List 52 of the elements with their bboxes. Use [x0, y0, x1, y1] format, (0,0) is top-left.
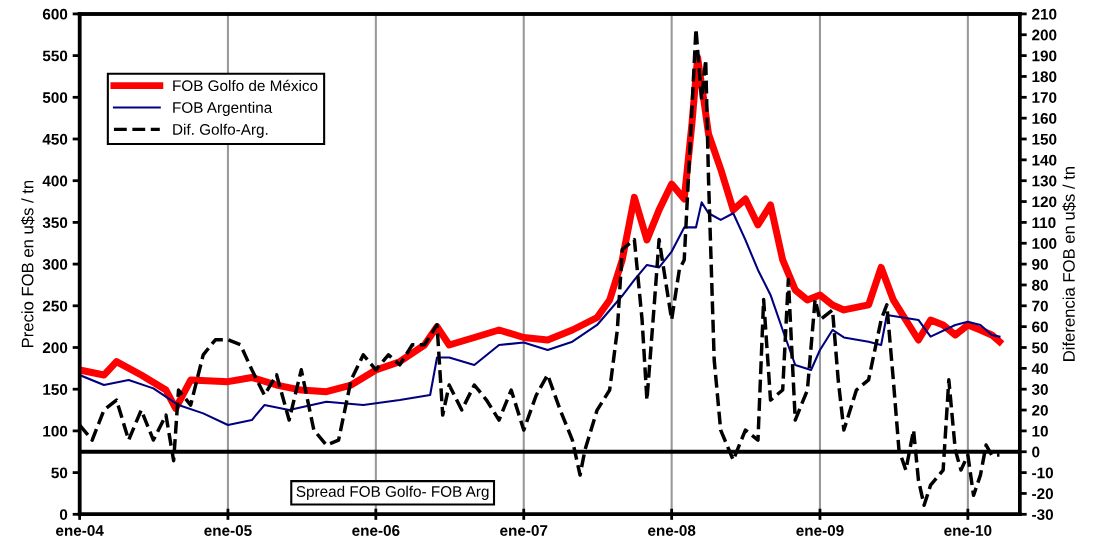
y2-tick-label: 20 — [1032, 404, 1048, 416]
x-tick-label: ene-06 — [352, 525, 400, 536]
y-tick-label: 250 — [42, 300, 68, 312]
y2-tick-label: -10 — [1032, 467, 1053, 479]
y2-tick-label: 90 — [1032, 258, 1048, 270]
y2-tick-label: 50 — [1032, 342, 1048, 354]
x-tick-label: ene-04 — [56, 525, 104, 536]
y2-tick-label: 10 — [1032, 425, 1048, 437]
x-tick-label: ene-08 — [648, 525, 696, 536]
y-tick-label: 300 — [42, 258, 68, 270]
y-tick-label: 100 — [43, 425, 68, 437]
y2-tick-label: 100 — [1032, 238, 1057, 249]
y-tick-label: 150 — [43, 384, 68, 395]
y2-tick-label: 120 — [1032, 196, 1057, 208]
y-tick-label: 200 — [42, 342, 68, 354]
annotation: Spread FOB Golfo- FOB Arg — [296, 485, 489, 500]
y2-tick-label: 40 — [1031, 363, 1048, 375]
y2-tick-label: 80 — [1032, 279, 1048, 291]
y2-tick-label: 190 — [1032, 50, 1057, 62]
legend-label: FOB Golfo de México — [173, 79, 318, 92]
x-tick-label: ene-10 — [944, 525, 992, 536]
y-tick-label: 50 — [51, 467, 68, 479]
y2-tick-label: -20 — [1032, 488, 1053, 500]
y2-tick-label: 0 — [1032, 446, 1040, 458]
y-tick-label: 450 — [42, 133, 68, 145]
y2-tick-label: 210 — [1032, 8, 1057, 20]
y-tick-label: 500 — [42, 92, 68, 103]
y2-tick-label: 180 — [1032, 71, 1057, 83]
y2-axis-title: Diferencia FOB en u$s / tn — [1062, 166, 1076, 361]
y2-tick-label: 160 — [1032, 113, 1057, 124]
x-tick-label: ene-05 — [204, 525, 252, 536]
y-axis-title: Precio FOB en u$s / tn — [20, 180, 35, 348]
y-tick-label: 350 — [42, 217, 68, 229]
y2-tick-label: 70 — [1032, 300, 1048, 312]
x-tick-label: ene-07 — [500, 525, 548, 536]
y-tick-label: 550 — [42, 50, 68, 62]
y2-tick-label: 30 — [1031, 384, 1048, 395]
y2-tick-label: 170 — [1032, 92, 1057, 103]
legend-label: FOB Argentina — [173, 101, 273, 117]
y2-tick-label: 110 — [1032, 217, 1056, 229]
y-tick-label: 600 — [42, 8, 68, 20]
y-tick-label: 0 — [59, 509, 68, 520]
x-tick-label: ene-09 — [796, 525, 844, 536]
y-tick-label: 400 — [42, 175, 68, 187]
y2-tick-label: 140 — [1032, 154, 1057, 166]
y2-tick-label: 200 — [1032, 29, 1057, 41]
y2-tick-label: 130 — [1032, 175, 1057, 187]
legend-label: Dif. Golfo-Arg. — [173, 123, 268, 138]
line-series — [79, 201, 1001, 427]
y2-tick-label: -30 — [1032, 509, 1053, 521]
y2-tick-label: 60 — [1032, 321, 1048, 333]
y2-tick-label: 150 — [1032, 133, 1057, 145]
